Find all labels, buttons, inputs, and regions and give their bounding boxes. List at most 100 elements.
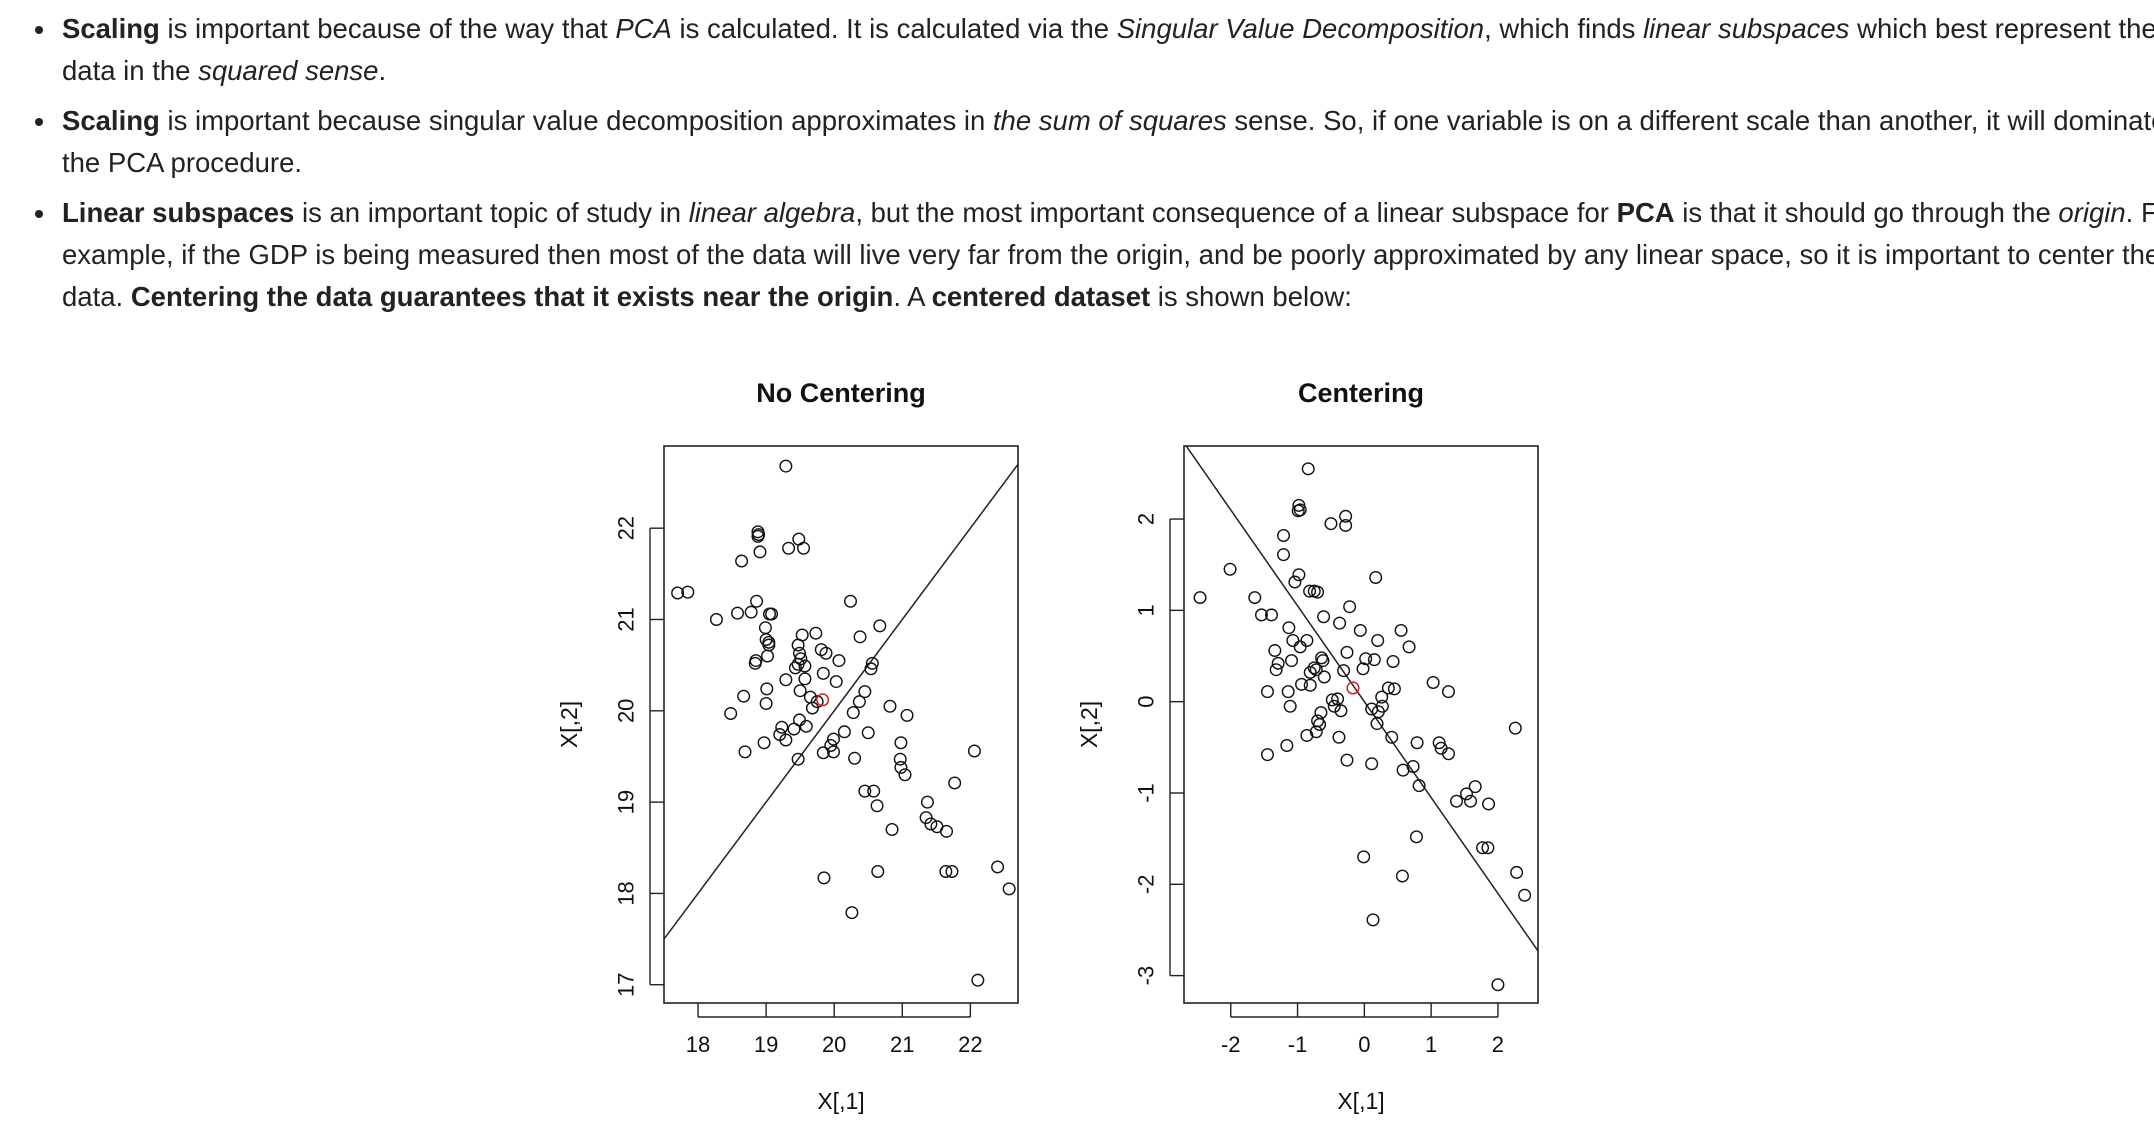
data-point [1317, 670, 1331, 684]
data-point [1468, 780, 1482, 794]
data-point [1333, 616, 1347, 630]
data-point [1307, 661, 1321, 675]
mean-point [1346, 681, 1360, 695]
data-point [1327, 699, 1341, 713]
bold-text: centered dataset [931, 281, 1151, 312]
data-point [671, 586, 685, 600]
data-point [1464, 794, 1478, 808]
y-tick-label: -2 [1134, 875, 1159, 895]
data-point [1300, 728, 1314, 742]
data-point [1254, 608, 1268, 622]
data-point [1396, 763, 1410, 777]
y-tick-label: 21 [614, 607, 639, 631]
italic-text: PCA [615, 13, 672, 44]
y-tick-label: 17 [614, 972, 639, 996]
data-point [865, 656, 879, 670]
mean-point [816, 693, 830, 707]
data-point [967, 744, 981, 758]
x-tick-label: 20 [822, 1032, 846, 1057]
data-point [798, 659, 812, 673]
data-point [1450, 794, 1464, 808]
data-point [817, 871, 831, 885]
text-segment: , but the most important consequence of … [855, 197, 1617, 228]
data-point [760, 649, 774, 663]
data-point [940, 824, 954, 838]
data-point [827, 732, 841, 746]
data-point [1277, 548, 1291, 562]
y-tick-label: -1 [1134, 783, 1159, 803]
x-axis-label: X[,1] [817, 1088, 864, 1114]
data-point [858, 784, 872, 798]
data-point [1370, 717, 1384, 731]
data-point [1309, 663, 1323, 677]
x-tick-label: -1 [1288, 1032, 1308, 1057]
italic-text: origin [2058, 197, 2126, 228]
data-point [816, 746, 830, 760]
data-point [1410, 736, 1424, 750]
data-point [1281, 685, 1295, 699]
bullet-item: Scaling is important because of the way … [35, 8, 2154, 92]
data-point [744, 605, 758, 619]
data-point [1288, 575, 1302, 589]
data-point [829, 675, 843, 689]
data-point [779, 459, 793, 473]
bold-text: Linear subspaces [62, 197, 295, 228]
data-point [861, 726, 875, 740]
data-point [751, 529, 765, 543]
data-point [757, 736, 771, 750]
x-tick-label: 19 [754, 1032, 778, 1057]
x-tick-label: -2 [1221, 1032, 1241, 1057]
data-point [1291, 504, 1305, 518]
text-segment: which best represent the data in the [62, 13, 2154, 86]
data-point [1193, 591, 1207, 605]
data-point [1303, 678, 1317, 692]
data-point [1365, 757, 1379, 771]
italic-text: Singular Value Decomposition [1116, 13, 1485, 44]
data-point [1248, 591, 1262, 605]
data-point [894, 736, 908, 750]
data-point [1271, 656, 1285, 670]
data-point [765, 607, 779, 621]
data-point [787, 722, 801, 736]
data-point [864, 662, 878, 676]
data-point [1223, 562, 1237, 576]
data-point [1309, 725, 1323, 739]
data-point [1340, 753, 1354, 767]
x-tick-label: 21 [890, 1032, 914, 1057]
data-point [799, 719, 813, 733]
data-point [1303, 584, 1317, 598]
data-point [1395, 869, 1409, 883]
x-tick-label: 2 [1492, 1032, 1504, 1057]
data-point [1343, 600, 1357, 614]
plot-frame [663, 445, 1019, 1004]
data-point [1369, 570, 1383, 584]
data-point [1340, 645, 1354, 659]
data-point [1367, 653, 1381, 667]
text-segment: sense. So, if one variable is on a diffe… [62, 105, 2154, 178]
data-point [1381, 681, 1395, 695]
y-tick-label: 2 [1134, 513, 1159, 525]
data-point [788, 661, 802, 675]
data-point [1476, 841, 1490, 855]
data-point [681, 585, 695, 599]
data-point [870, 799, 884, 813]
data-point [748, 656, 762, 670]
plot-frame [1183, 445, 1539, 1004]
principal-component-line [664, 463, 1018, 940]
data-point [737, 689, 751, 703]
bold-text: Scaling [62, 13, 160, 44]
data-point [924, 817, 938, 831]
data-point [1394, 623, 1408, 637]
data-point [779, 673, 793, 687]
data-point [1264, 608, 1278, 622]
data-point [1441, 747, 1455, 761]
data-point [1412, 779, 1426, 793]
data-point [1324, 517, 1338, 531]
data-point [1295, 677, 1309, 691]
data-point [1371, 633, 1385, 647]
text-segment: is shown below: [1150, 281, 1352, 312]
data-point [782, 541, 796, 555]
data-point [753, 545, 767, 559]
data-point [1325, 693, 1339, 707]
x-tick-label: 18 [686, 1032, 710, 1057]
